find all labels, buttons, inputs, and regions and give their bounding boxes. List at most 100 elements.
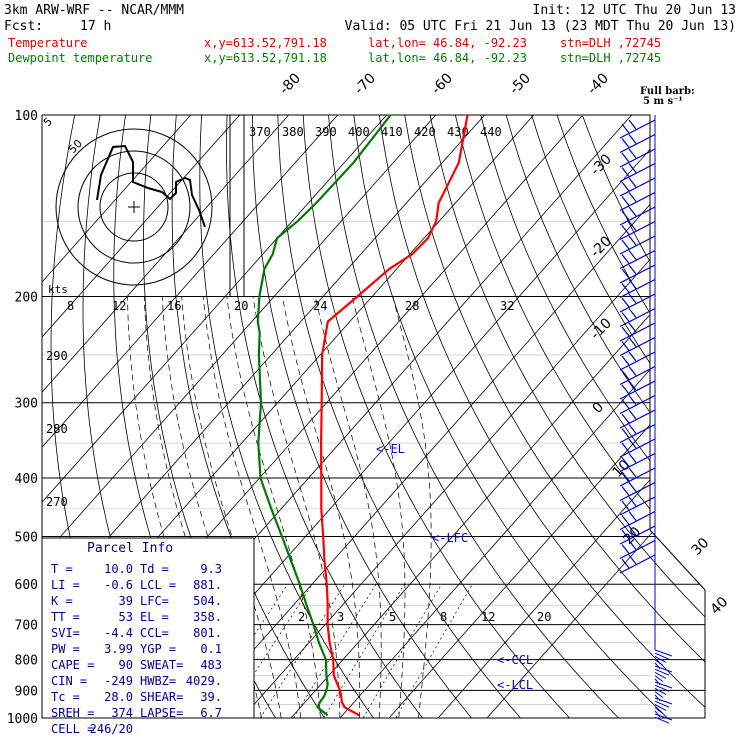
wind-barb bbox=[619, 452, 656, 473]
wind-barb bbox=[619, 525, 656, 545]
mixing-ratio-line bbox=[217, 584, 313, 718]
parcel-key: T = bbox=[51, 562, 73, 576]
wind-barb bbox=[619, 191, 656, 212]
wind-barb-flag bbox=[628, 119, 637, 130]
isotherm-line bbox=[42, 115, 338, 718]
isotherm-line bbox=[290, 115, 705, 718]
wind-barb-flag bbox=[628, 554, 637, 565]
barb-legend-line1: Full barb: bbox=[640, 86, 695, 97]
parcel-info-box: Parcel Info T = 10.0 Td = 9.3 LI = -0.6 LCL = 88… bbox=[41, 537, 255, 736]
mixing-ratio-line bbox=[388, 584, 473, 718]
isotherm-line bbox=[42, 115, 387, 718]
wind-barb-flag bbox=[628, 235, 637, 246]
wind-barb bbox=[619, 351, 656, 371]
wind-barb bbox=[619, 409, 656, 429]
dry-adiabat bbox=[328, 115, 632, 718]
legend-station: stn=DLH ,72745 bbox=[560, 36, 661, 50]
parcel-value: 90 bbox=[119, 658, 133, 672]
wind-barb-flag bbox=[628, 308, 637, 318]
wind-barb-low bbox=[654, 649, 673, 657]
wind-barb-flag bbox=[621, 123, 630, 134]
parcel-key: SWEAT= bbox=[140, 658, 183, 672]
theta-e-label: 28 bbox=[405, 299, 419, 313]
wind-barb-low bbox=[654, 707, 664, 714]
wind-barb bbox=[619, 307, 656, 328]
wind-barb bbox=[619, 119, 656, 139]
moist-adiabat bbox=[392, 296, 432, 718]
wind-barb bbox=[619, 264, 656, 284]
pressure-tick-label: 400 bbox=[15, 472, 38, 487]
parcel-value: 10.0 bbox=[104, 562, 133, 576]
isotherm-tick-label: 30 bbox=[689, 535, 713, 559]
wind-barb bbox=[619, 481, 656, 502]
legend-xy: x,y=613.52,791.18 bbox=[204, 51, 327, 65]
wind-barb bbox=[619, 554, 656, 574]
wind-barb-flag bbox=[621, 268, 630, 279]
pressure-tick-label: 600 bbox=[15, 578, 38, 593]
parcel-key: EL = bbox=[140, 610, 169, 624]
parcel-title: Parcel Info bbox=[87, 541, 173, 556]
level-marker-label: <-LCL bbox=[497, 678, 533, 692]
parcel-key: LAPSE= bbox=[140, 706, 183, 720]
wind-barb-flag bbox=[621, 210, 630, 221]
wind-barb-flag bbox=[621, 181, 630, 192]
parcel-value: 28.0 bbox=[104, 690, 133, 704]
wind-barb-flag bbox=[621, 283, 630, 293]
wind-barb-flag bbox=[621, 355, 630, 366]
theta-e-label: 16 bbox=[167, 299, 181, 313]
level-marker-label: <-LFC bbox=[432, 531, 468, 545]
wind-barb bbox=[619, 293, 656, 313]
isotherm-line bbox=[241, 115, 705, 718]
isotherm-tick-label: -60 bbox=[429, 70, 456, 97]
theta-tick-label: 380 bbox=[282, 125, 304, 139]
wind-barb-low bbox=[654, 716, 670, 724]
parcel-box bbox=[41, 537, 255, 719]
wind-barb-flag bbox=[628, 380, 637, 391]
fcst-label: Fcst: bbox=[4, 19, 43, 34]
wind-barb bbox=[619, 162, 656, 183]
parcel-key: Tc = bbox=[51, 690, 80, 704]
pressure-tick-label: 800 bbox=[15, 654, 38, 669]
fcst-value: 17 h bbox=[80, 19, 111, 34]
legend-series-name: Temperature bbox=[8, 36, 87, 50]
hodo-ring-label: 5 bbox=[41, 115, 55, 129]
parcel-key: LCL = bbox=[140, 578, 176, 592]
isotherm-tick-label: -70 bbox=[352, 70, 379, 97]
wind-barb-flag bbox=[621, 326, 630, 337]
wind-barb-flag bbox=[621, 196, 630, 206]
wind-barb bbox=[619, 148, 656, 168]
theta-side-label: 280 bbox=[46, 422, 68, 436]
mixing-ratio-label: 2 bbox=[298, 610, 305, 624]
mixing-ratio-line bbox=[315, 584, 405, 718]
wind-barb-flag bbox=[628, 409, 637, 420]
wind-barb-flag bbox=[621, 138, 630, 148]
parcel-value: 801. bbox=[193, 626, 222, 640]
isotherm-line bbox=[42, 115, 289, 718]
theta-tick-label: 420 bbox=[414, 125, 436, 139]
isotherm-line bbox=[339, 115, 705, 718]
wind-barb-flag bbox=[628, 482, 637, 492]
parcel-value: 881. bbox=[193, 578, 222, 592]
parcel-key: CELL = bbox=[51, 722, 94, 736]
moist-adiabat bbox=[282, 296, 361, 718]
wind-barb-flag bbox=[621, 239, 630, 250]
moist-adiabat bbox=[314, 296, 382, 718]
isotherm-tick-label: 40 bbox=[708, 594, 732, 618]
valid-time: Valid: 05 UTC Fri 21 Jun 13 (23 MDT Thu … bbox=[345, 19, 736, 34]
temperature-trace bbox=[319, 114, 469, 717]
theta-side-label: 290 bbox=[46, 349, 68, 363]
wind-barb-flag bbox=[628, 337, 637, 347]
isotherm-line bbox=[42, 115, 485, 718]
isotherm-tick-label: -10 bbox=[588, 315, 615, 342]
theta-tick-label: 370 bbox=[249, 125, 271, 139]
parcel-key: HWBZ= bbox=[140, 674, 176, 688]
dry-adiabat bbox=[199, 115, 384, 718]
parcel-key: SVI= bbox=[51, 626, 80, 640]
wind-barb-flag bbox=[628, 264, 637, 275]
pressure-tick-label: 1000 bbox=[7, 712, 38, 727]
wind-barb-flag bbox=[628, 424, 637, 434]
theta-tick-label: 390 bbox=[315, 125, 337, 139]
parcel-key: CAPE = bbox=[51, 658, 94, 672]
wind-barb-low bbox=[654, 703, 667, 711]
wind-barb bbox=[619, 336, 656, 357]
